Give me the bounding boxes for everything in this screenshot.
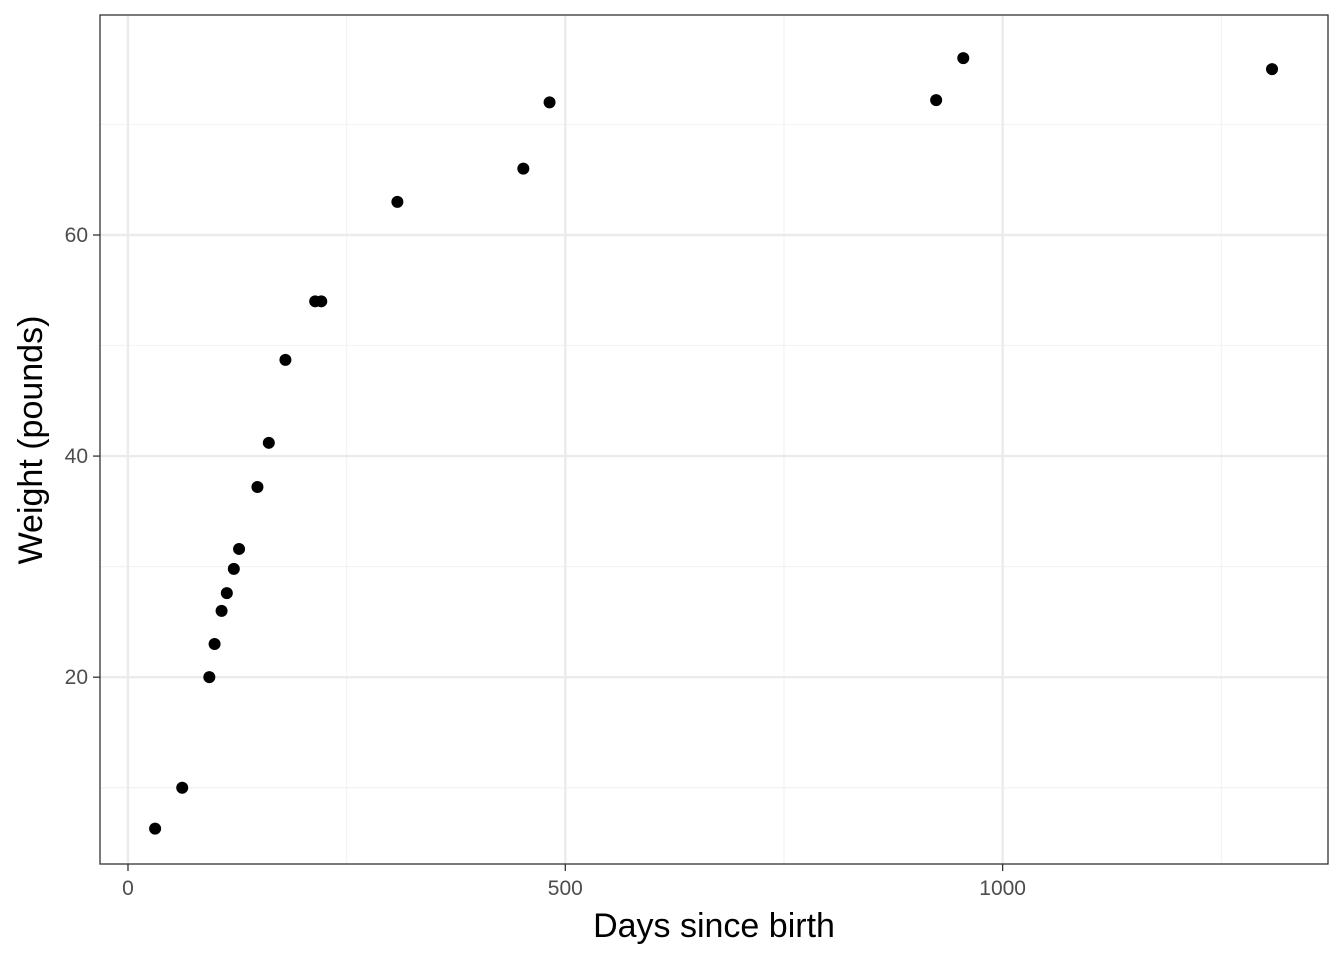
- data-point: [391, 195, 404, 208]
- panel-border: [99, 14, 1329, 865]
- data-point: [957, 52, 970, 65]
- data-points: [149, 52, 1279, 835]
- x-tick-label: 1000: [979, 877, 1026, 900]
- data-point: [262, 436, 275, 449]
- major-gridlines: [100, 15, 1328, 864]
- data-point: [279, 353, 292, 366]
- data-point: [208, 638, 221, 651]
- data-point: [1266, 63, 1279, 76]
- data-point: [215, 604, 228, 617]
- data-point: [220, 587, 233, 600]
- data-point: [233, 542, 246, 555]
- data-point: [149, 822, 162, 835]
- data-point: [930, 94, 943, 107]
- x-tick-label: 500: [548, 877, 583, 900]
- data-point: [227, 562, 240, 575]
- data-point: [251, 481, 264, 494]
- x-tick-label: 0: [122, 877, 134, 900]
- y-axis-title: Weight (pounds): [12, 316, 50, 565]
- y-tick-label: 20: [65, 666, 88, 689]
- data-point: [543, 96, 556, 109]
- data-point: [176, 781, 189, 794]
- data-point: [315, 295, 328, 308]
- minor-gridlines: [100, 15, 1328, 864]
- data-point: [203, 671, 216, 684]
- x-axis-title: Days since birth: [593, 907, 835, 945]
- y-tick-label: 60: [65, 224, 88, 247]
- x-axis: 0 500 1000: [122, 864, 1026, 900]
- y-axis: 20 40 60: [65, 224, 100, 689]
- y-tick-label: 40: [65, 445, 88, 468]
- data-point: [517, 162, 530, 175]
